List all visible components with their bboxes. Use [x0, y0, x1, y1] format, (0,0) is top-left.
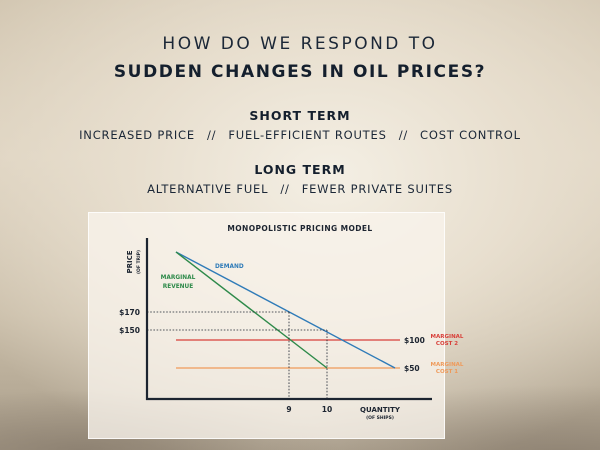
separator: //	[206, 128, 217, 142]
marginal-revenue-label-1: MARGINAL	[161, 275, 196, 281]
price-tick-150: $150	[119, 326, 140, 335]
mc1-label-1: MARGINAL	[431, 362, 464, 368]
x-axis-unit: (OF SHIPS)	[366, 415, 394, 421]
title-line-2: SUDDEN CHANGES IN OIL PRICES?	[113, 62, 487, 82]
short-term-item: FUEL-EFFICIENT ROUTES	[228, 128, 387, 142]
mc2-label-1: MARGINAL	[431, 334, 464, 340]
long-term-item: FEWER PRIVATE SUITES	[301, 182, 453, 196]
price-tick-170: $170	[119, 308, 140, 317]
separator: //	[280, 182, 290, 196]
long-term-heading: LONG TERM	[254, 162, 346, 177]
short-term-item: INCREASED PRICE	[79, 128, 195, 142]
short-term-heading: SHORT TERM	[249, 108, 351, 123]
long-term-item: ALTERNATIVE FUEL	[147, 182, 269, 196]
mc2-label-2: COST 2	[436, 341, 458, 347]
x-axis-label: QUANTITY	[360, 406, 401, 414]
demand-curve	[175, 251, 396, 369]
marginal-revenue-label-2: REVENUE	[163, 284, 193, 290]
long-term-items: ALTERNATIVE FUEL // FEWER PRIVATE SUITES	[0, 182, 600, 196]
y-axis-unit: (OF TRIP)	[136, 250, 142, 274]
qty-tick-9: 9	[286, 405, 291, 414]
marginal-revenue-curve	[175, 251, 328, 369]
mc1-label-2: COST 1	[436, 369, 458, 375]
title-line-1: HOW DO WE RESPOND TO	[162, 34, 438, 54]
short-term-items: INCREASED PRICE // FUEL-EFFICIENT ROUTES //…	[0, 128, 600, 142]
short-term-item: COST CONTROL	[420, 128, 521, 142]
separator: //	[398, 128, 409, 142]
mc1-value: $50	[404, 364, 420, 373]
mc2-value: $100	[404, 336, 425, 345]
y-axis-label: PRICE	[126, 250, 134, 273]
qty-tick-10: 10	[322, 405, 332, 414]
diagram-title: MONOPOLISTIC PRICING MODEL	[227, 224, 372, 233]
demand-label: DEMAND	[215, 264, 244, 270]
